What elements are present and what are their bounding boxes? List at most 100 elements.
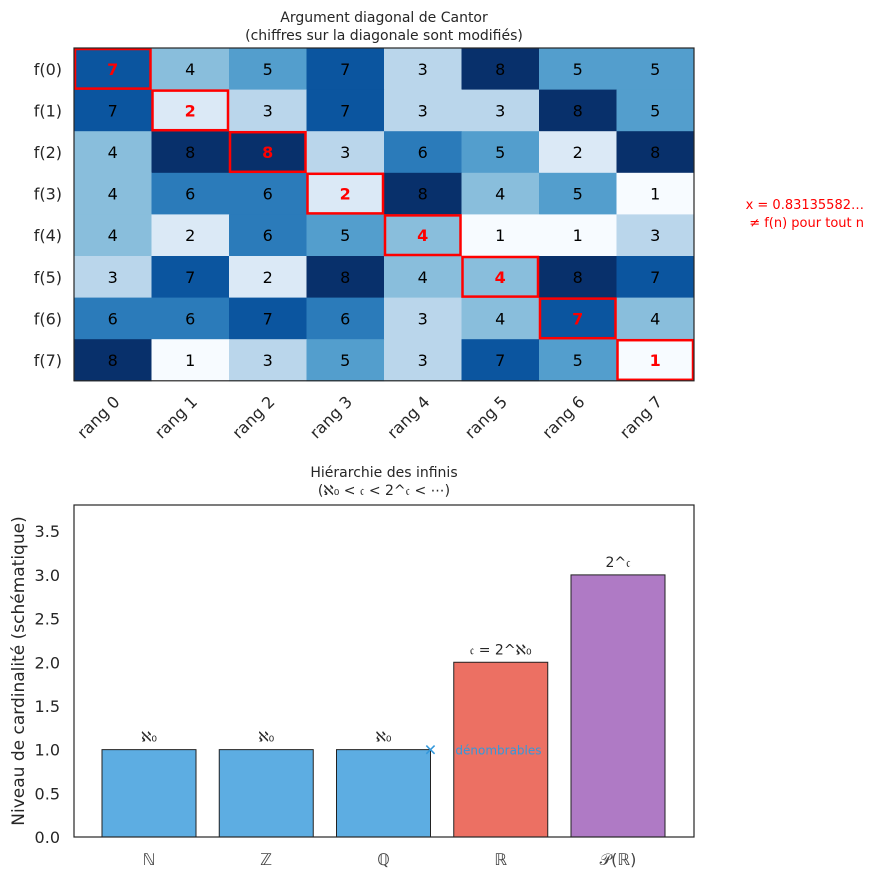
bar-chart-subtitle: (ℵ₀ < 𝔠 < 2^𝔠 < ⋯) bbox=[318, 483, 450, 499]
cell-value: 5 bbox=[340, 351, 350, 370]
heatmap-cell bbox=[74, 214, 152, 257]
diagonal-highlight bbox=[151, 89, 230, 132]
cell-value: 2 bbox=[263, 268, 273, 287]
y-tick-label: 0.5 bbox=[35, 784, 60, 803]
heatmap-cell bbox=[229, 89, 307, 132]
cell-value: 6 bbox=[340, 309, 350, 328]
heatmap-cell bbox=[306, 172, 385, 215]
cell-value: 3 bbox=[418, 60, 428, 79]
cell-value: 3 bbox=[340, 143, 350, 162]
cell-value: 7 bbox=[108, 101, 118, 120]
cell-value: 1 bbox=[650, 185, 660, 204]
heatmap-cell bbox=[539, 48, 617, 91]
heatmap-cell bbox=[461, 172, 540, 215]
heatmap-cell bbox=[74, 297, 152, 340]
heatmap-cell bbox=[229, 131, 307, 174]
cell-value: 4 bbox=[418, 268, 428, 287]
heatmap-cell bbox=[616, 297, 695, 340]
heatmap-cell bbox=[461, 214, 540, 257]
heatmap-cell bbox=[539, 214, 617, 257]
heatmap-cell bbox=[461, 48, 540, 91]
heatmap-cell bbox=[616, 339, 695, 382]
column-label: rang 6 bbox=[538, 392, 588, 442]
bar-label: ℵ₀ bbox=[141, 730, 157, 746]
cell-value: 1 bbox=[650, 351, 661, 370]
heatmap-cell bbox=[151, 339, 230, 382]
cell-value: 5 bbox=[573, 185, 583, 204]
diagonal-highlight bbox=[616, 338, 695, 382]
cell-value: 4 bbox=[108, 143, 118, 162]
bar-label: 𝔠 = 2^ℵ₀ bbox=[470, 642, 532, 658]
heatmap-cell bbox=[616, 172, 695, 215]
cell-value: 4 bbox=[108, 185, 118, 204]
column-label: rang 5 bbox=[461, 392, 511, 442]
diagonal-highlight bbox=[461, 255, 540, 298]
cell-value: 4 bbox=[417, 226, 428, 245]
heatmap-cell bbox=[539, 339, 617, 382]
heatmap-cell bbox=[306, 297, 385, 340]
y-tick-label: 3.5 bbox=[35, 522, 60, 541]
cell-value: 5 bbox=[650, 101, 660, 120]
bar bbox=[570, 574, 666, 838]
heatmap-cell bbox=[151, 297, 230, 340]
cell-value: 8 bbox=[262, 143, 273, 162]
diagonal-highlight bbox=[306, 172, 385, 215]
cell-value: 1 bbox=[495, 226, 505, 245]
heatmap-cell bbox=[384, 48, 462, 91]
heatmap-cell bbox=[74, 172, 152, 215]
y-tick-label: 2.5 bbox=[35, 610, 60, 629]
countable-label: dénombrables bbox=[455, 744, 541, 758]
heatmap-frame bbox=[73, 47, 695, 382]
diagonal-highlight bbox=[538, 297, 617, 340]
cell-value: 4 bbox=[185, 60, 195, 79]
cell-value: 6 bbox=[185, 185, 195, 204]
diagonal-highlight bbox=[73, 47, 152, 90]
heatmap-subtitle: (chiffres sur la diagonale sont modifiés… bbox=[245, 28, 523, 44]
bar-chart-frame bbox=[73, 504, 695, 838]
cell-value: 2 bbox=[573, 143, 583, 162]
cell-value: 5 bbox=[573, 60, 583, 79]
heatmap-cell bbox=[539, 256, 617, 299]
bar-label: ℵ₀ bbox=[258, 730, 274, 746]
y-tick-label: 1.5 bbox=[35, 697, 60, 716]
heatmap-cell bbox=[384, 214, 462, 257]
heatmap-cell bbox=[384, 89, 462, 132]
row-label: f(3) bbox=[34, 185, 62, 204]
cell-value: 7 bbox=[107, 60, 118, 79]
bar bbox=[453, 661, 549, 838]
cell-value: 8 bbox=[573, 268, 583, 287]
heatmap-cell bbox=[539, 297, 617, 340]
heatmap-cell bbox=[539, 131, 617, 174]
cell-value: 3 bbox=[418, 351, 428, 370]
cell-value: 1 bbox=[185, 351, 195, 370]
heatmap-cell bbox=[229, 256, 307, 299]
cell-value: 8 bbox=[418, 185, 428, 204]
cell-value: 6 bbox=[263, 226, 273, 245]
heatmap-cell bbox=[74, 48, 152, 91]
column-label: rang 4 bbox=[383, 392, 433, 442]
y-tick-label: 2.0 bbox=[35, 653, 60, 672]
row-label: f(2) bbox=[34, 143, 62, 162]
heatmap-cell bbox=[229, 172, 307, 215]
cell-value: 5 bbox=[650, 60, 660, 79]
cell-value: 3 bbox=[418, 101, 428, 120]
heatmap-cell bbox=[151, 89, 230, 132]
heatmap-cell bbox=[461, 339, 540, 382]
cell-value: 4 bbox=[495, 268, 506, 287]
cell-value: 2 bbox=[185, 101, 196, 120]
heatmap-cell bbox=[229, 339, 307, 382]
cell-value: 2 bbox=[185, 226, 195, 245]
heatmap-cell bbox=[461, 256, 540, 299]
heatmap-cell bbox=[151, 48, 230, 91]
cell-value: 7 bbox=[185, 268, 195, 287]
heatmap-cell bbox=[461, 297, 540, 340]
row-label: f(6) bbox=[34, 309, 62, 328]
cell-value: 3 bbox=[263, 101, 273, 120]
heatmap-cell bbox=[306, 339, 385, 382]
heatmap-cell bbox=[229, 48, 307, 91]
bar-label: 2^𝔠 bbox=[605, 555, 631, 571]
heatmap-cell bbox=[461, 89, 540, 132]
cell-value: 8 bbox=[495, 60, 505, 79]
heatmap-cell bbox=[384, 256, 462, 299]
